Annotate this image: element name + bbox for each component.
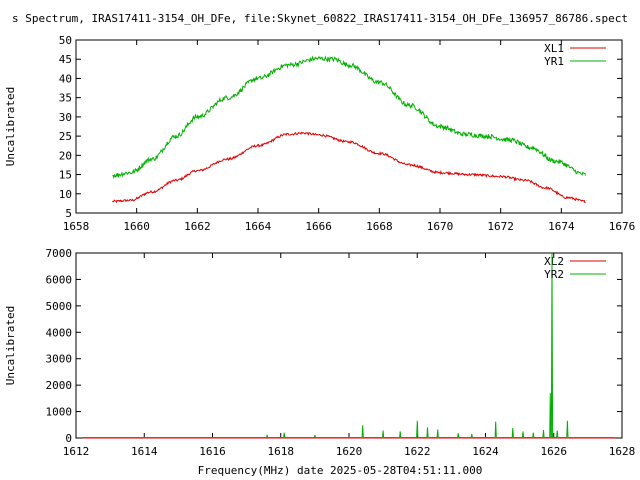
p1-y-tick-label: 2000 xyxy=(46,379,73,392)
p1-x-tick-label: 1626 xyxy=(541,445,568,458)
p0-x-tick-label: 1662 xyxy=(184,220,211,233)
p0-y-tick-label: 15 xyxy=(59,169,72,182)
p0-series-yr1 xyxy=(112,55,587,180)
p0-y-tick-label: 20 xyxy=(59,149,72,162)
p1-y-tick-label: 4000 xyxy=(46,326,73,339)
p1-series-yr2 xyxy=(82,252,616,438)
p1-x-tick-label: 1618 xyxy=(268,445,295,458)
p0-y-tick-label: 10 xyxy=(59,188,72,201)
p0-x-tick-label: 1660 xyxy=(123,220,150,233)
p0-x-tick-label: 1672 xyxy=(487,220,514,233)
x-axis-label: Frequency(MHz) date 2025-05-28T04:51:11.… xyxy=(198,464,483,477)
p1-plot-frame xyxy=(75,252,623,439)
p0-y-tick-label: 45 xyxy=(59,53,72,66)
p0-y-axis-label: Uncalibrated xyxy=(4,87,17,166)
p1-x-tick-label: 1624 xyxy=(472,445,499,458)
p1-y-tick-label: 3000 xyxy=(46,353,73,366)
p1-y-tick-label: 6000 xyxy=(46,273,73,286)
p0-x-tick-label: 1664 xyxy=(245,220,272,233)
p1-x-tick-label: 1628 xyxy=(609,445,636,458)
p0-series-xl1 xyxy=(112,131,586,204)
p1-x-tick-label: 1614 xyxy=(131,445,158,458)
p1-y-axis-label: Uncalibrated xyxy=(4,306,17,385)
p0-x-tick-label: 1676 xyxy=(609,220,636,233)
p0-legend-label-xl1: XL1 xyxy=(544,42,564,55)
p0-plot-frame xyxy=(75,39,623,214)
p1-y-tick-label: 0 xyxy=(65,432,72,445)
p0-x-tick-label: 1666 xyxy=(305,220,332,233)
p1-x-tick-label: 1622 xyxy=(404,445,431,458)
p1-x-tick-label: 1620 xyxy=(336,445,363,458)
p0-y-tick-label: 30 xyxy=(59,111,72,124)
p0-y-tick-label: 35 xyxy=(59,92,72,105)
p0-y-tick-label: 40 xyxy=(59,72,72,85)
p0-x-tick-label: 1668 xyxy=(366,220,393,233)
p0-y-tick-label: 50 xyxy=(59,34,72,47)
p1-legend-label-yr2: YR2 xyxy=(544,268,564,281)
p1-legend-label-xl2: XL2 xyxy=(544,255,564,268)
top-spectrum-panel: 1658 1660 1662 1664 1666 1668 1670 1672 1674 1676… xyxy=(4,34,635,233)
p1-y-tick-label: 5000 xyxy=(46,300,73,313)
p0-y-tick-label: 25 xyxy=(59,130,72,143)
bottom-spectrum-panel: 1612 1614 1616 1618 1620 1622 1624 1626 1628 0 100… xyxy=(4,247,635,458)
p0-legend-label-yr1: YR1 xyxy=(544,55,564,68)
p0-x-tick-label: 1670 xyxy=(427,220,454,233)
p0-x-tick-label: 1658 xyxy=(63,220,90,233)
p0-x-tick-label: 1674 xyxy=(548,220,575,233)
p0-y-tick-label: 5 xyxy=(65,207,72,220)
p1-y-tick-label: 1000 xyxy=(46,406,73,419)
p1-y-tick-label: 7000 xyxy=(46,247,73,260)
chart-title: s Spectrum, IRAS17411-3154_OH_DFe, file:… xyxy=(12,12,628,25)
p1-x-tick-label: 1612 xyxy=(63,445,90,458)
p1-x-tick-label: 1616 xyxy=(199,445,226,458)
